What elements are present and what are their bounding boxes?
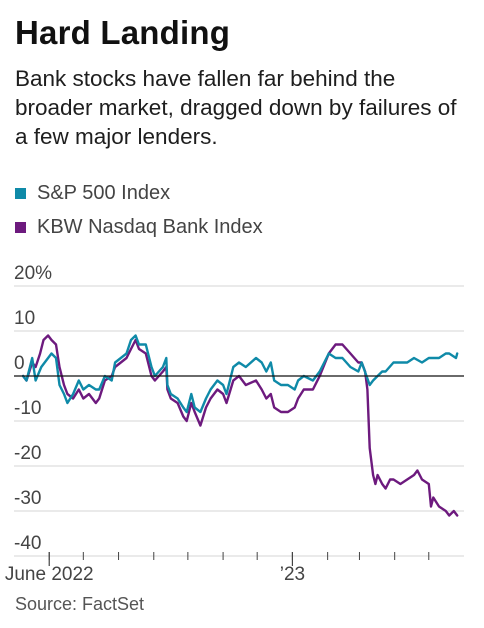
- chart-subtitle: Bank stocks have fallen far behind the b…: [15, 66, 457, 149]
- legend-label-sp500: S&P 500 Index: [37, 181, 171, 204]
- legend-label-kbw: KBW Nasdaq Bank Index: [37, 215, 263, 238]
- series-line-kbw: [21, 334, 459, 517]
- legend: S&P 500 Index KBW Nasdaq Bank Index: [15, 176, 263, 244]
- x-tick-label-1: ’23: [280, 564, 305, 585]
- series-line-sp500: [21, 334, 459, 414]
- legend-swatch-kbw: [15, 221, 26, 233]
- y-tick-label-0: 20%: [14, 263, 52, 284]
- legend-item-kbw: KBW Nasdaq Bank Index: [15, 210, 263, 244]
- y-tick-label-2: 0: [14, 353, 25, 374]
- y-tick-label-1: 10: [14, 308, 35, 329]
- y-tick-label-4: -20: [14, 443, 41, 464]
- y-tick-label-3: -10: [14, 398, 41, 419]
- y-tick-label-6: -40: [14, 533, 41, 554]
- x-tick-label-0: June 2022: [5, 564, 94, 585]
- y-tick-label-5: -30: [14, 488, 41, 509]
- legend-swatch-sp500: [15, 187, 26, 199]
- chart-title: Hard Landing: [15, 14, 231, 51]
- line-chart: 20% 10 0 -10 -20 -30 -40 June 2022 ’23: [5, 263, 464, 585]
- legend-item-sp500: S&P 500 Index: [15, 176, 263, 210]
- source-note: Source: FactSet: [15, 594, 145, 614]
